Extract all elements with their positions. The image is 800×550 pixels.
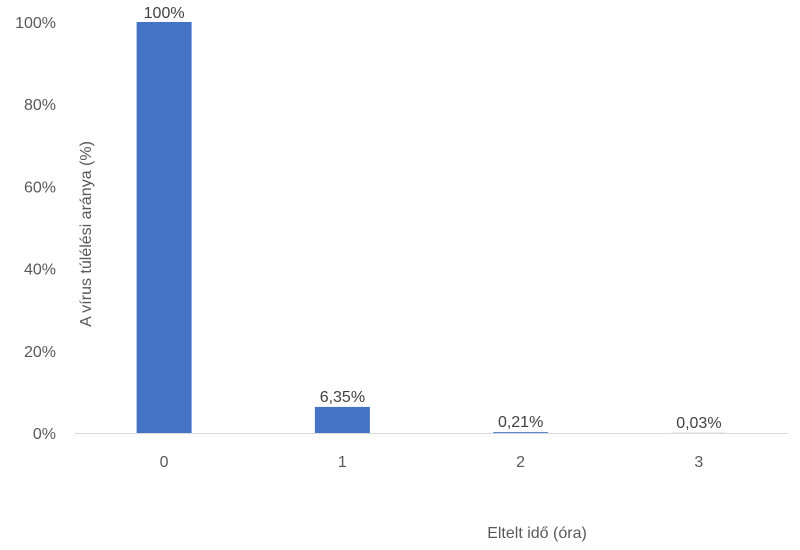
y-tick-label: 100%	[15, 15, 56, 32]
x-tick-label: 2	[516, 454, 525, 471]
x-axis-title: Eltelt idő (óra)	[487, 525, 587, 542]
data-label: 0,03%	[676, 415, 721, 432]
y-tick-label: 40%	[24, 262, 56, 279]
data-labels: 100% 6,35% 0,21% 0,03%	[144, 5, 722, 432]
data-label: 0,21%	[498, 414, 543, 431]
x-tick-label: 0	[160, 454, 169, 471]
y-tick-label: 80%	[24, 97, 56, 114]
x-tick-label: 1	[338, 454, 347, 471]
data-label: 6,35%	[320, 389, 365, 406]
y-tick-label: 0%	[33, 426, 56, 443]
y-axis-ticks: 0% 20% 40% 60% 80% 100%	[15, 15, 56, 443]
y-tick-label: 60%	[24, 179, 56, 196]
y-tick-label: 20%	[24, 344, 56, 361]
data-label: 100%	[144, 5, 185, 22]
bars	[136, 22, 727, 433]
bar	[314, 406, 370, 433]
bar	[136, 22, 192, 433]
x-axis-ticks: 0 1 2 3	[160, 454, 704, 471]
bar	[493, 432, 549, 433]
y-axis-title: A vírus túlélési aránya (%)	[78, 141, 95, 327]
x-tick-label: 3	[694, 454, 703, 471]
